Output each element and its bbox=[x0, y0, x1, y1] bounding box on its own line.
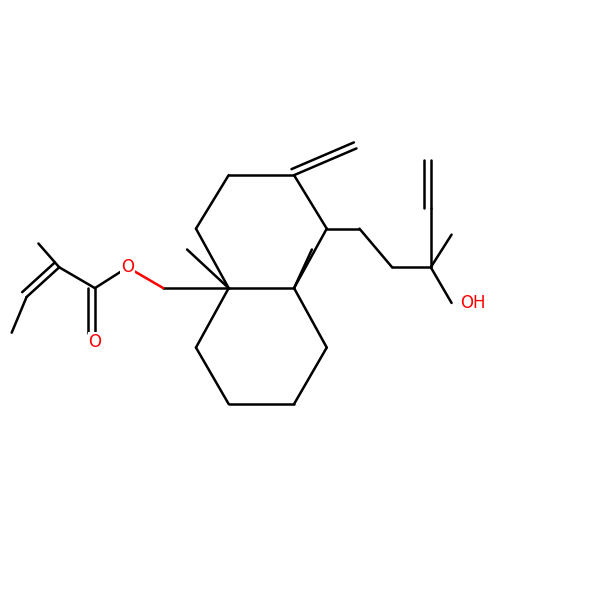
Text: O: O bbox=[88, 332, 101, 350]
Text: O: O bbox=[121, 259, 134, 277]
Text: OH: OH bbox=[461, 294, 486, 312]
